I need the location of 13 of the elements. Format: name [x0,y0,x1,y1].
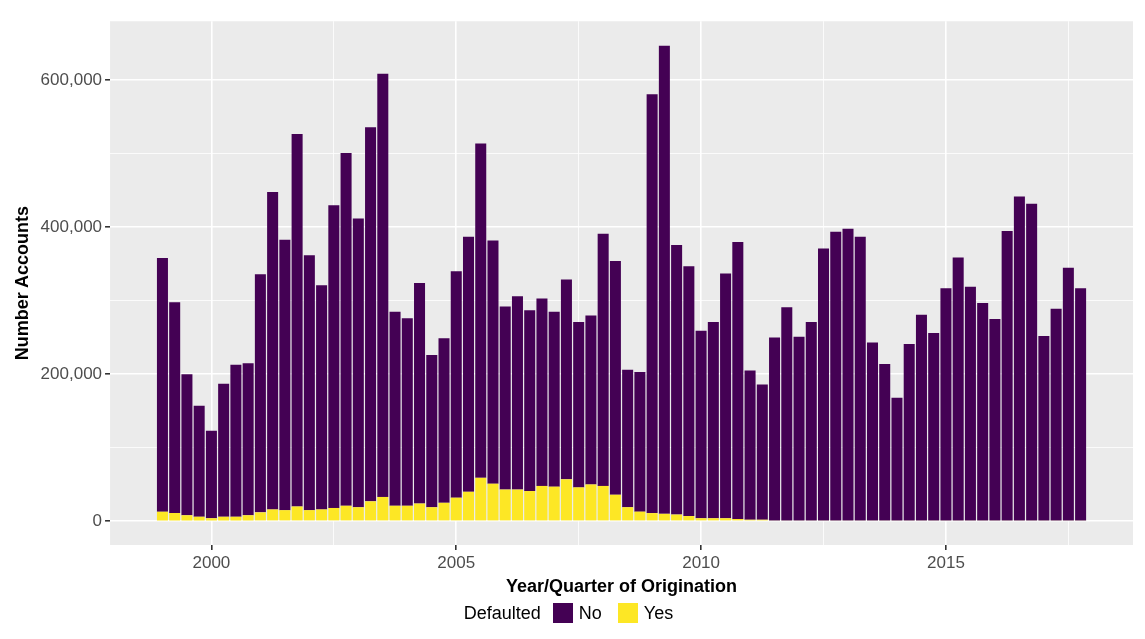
legend-title: Defaulted [463,602,541,624]
x-tick-label: 2000 [192,552,231,572]
x-axis-title: Year/Quarter of Origination [506,576,738,597]
x-tick-label: 2015 [927,552,965,572]
y-axis-title: Number Accounts [11,205,32,361]
y-tick-label: 400,000 [40,216,103,236]
y-tick-label: 0 [92,510,103,530]
x-tick-label: 2010 [682,552,721,572]
y-tick-label: 200,000 [40,363,103,383]
legend-label: Yes [643,602,674,624]
x-tick-label: 2005 [437,552,476,572]
legend-label: No [578,602,602,624]
y-tick-label: 600,000 [40,69,103,89]
